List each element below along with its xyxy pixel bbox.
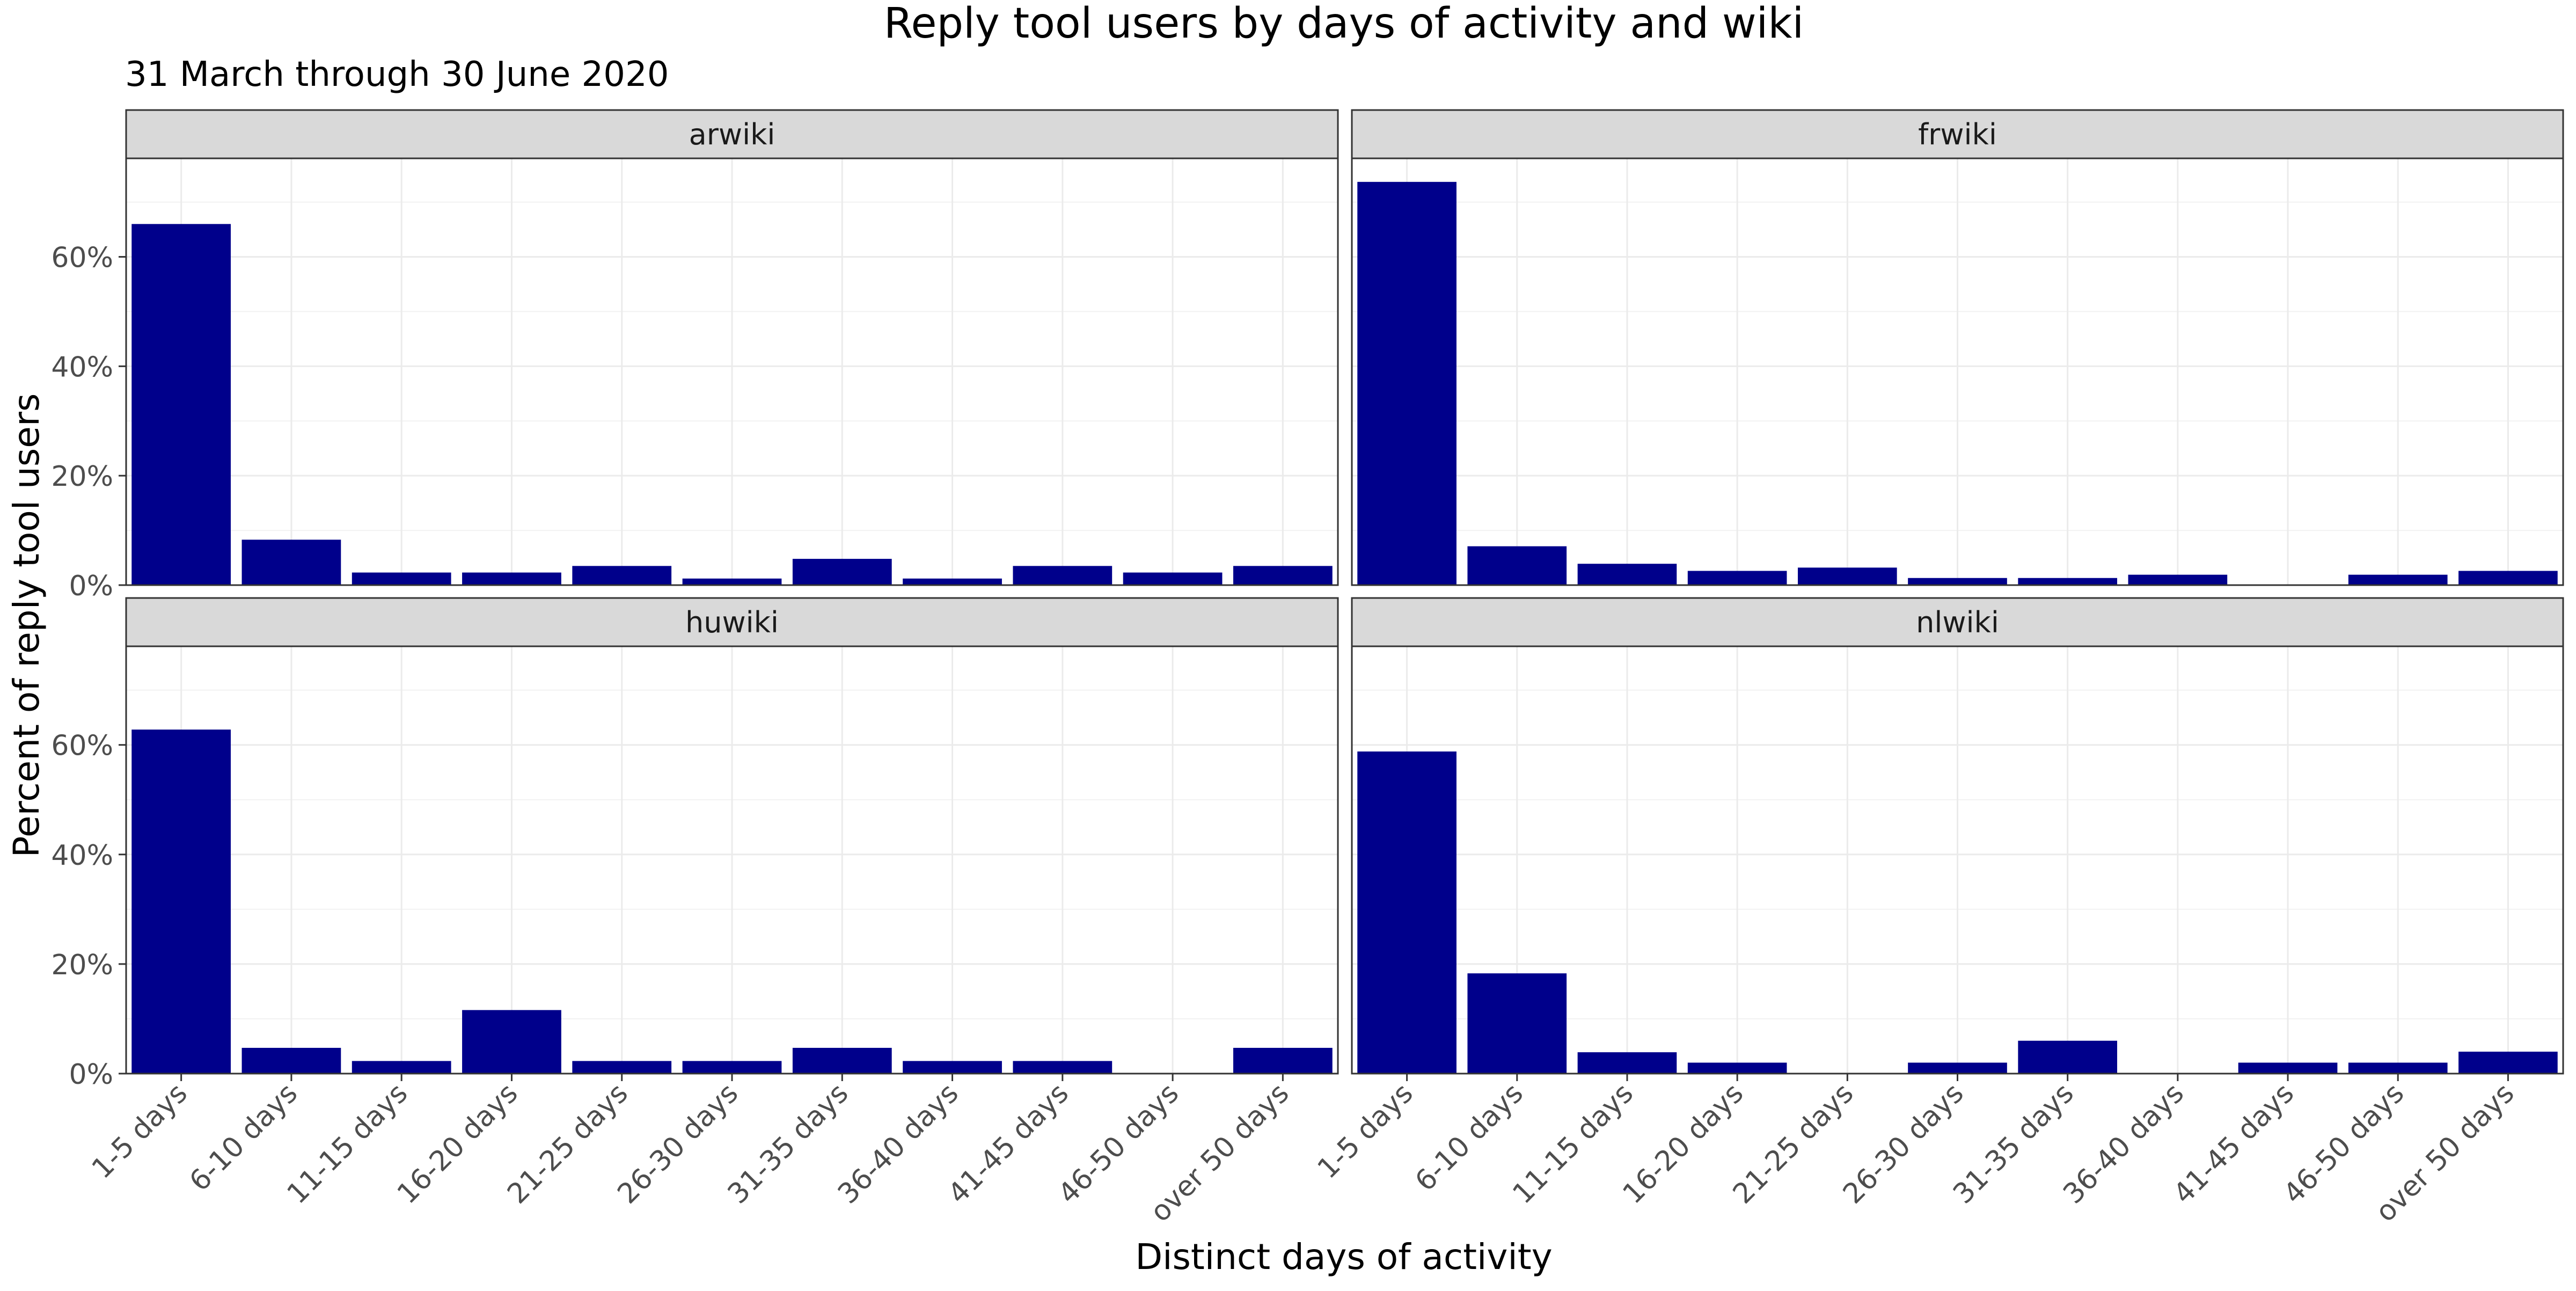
bar-arwiki-46-50-days xyxy=(1123,572,1223,585)
bar-nlwiki-46-50-days xyxy=(2348,1062,2448,1074)
bar-arwiki-41-45-days xyxy=(1013,566,1113,585)
y-tick-label: 0% xyxy=(69,570,114,602)
bar-huwiki-6-10-days xyxy=(241,1048,341,1074)
facet-strip-huwiki xyxy=(125,597,1339,647)
bar-frwiki-6-10-days xyxy=(1467,546,1567,585)
bar-arwiki-1-5-days xyxy=(131,224,231,585)
bar-arwiki-11-15-days xyxy=(352,572,451,585)
bar-arwiki-21-25-days xyxy=(572,566,672,585)
panel-border xyxy=(125,157,1339,586)
bar-huwiki-21-25-days xyxy=(572,1061,672,1074)
bar-frwiki-16-20-days xyxy=(1687,571,1787,585)
chart-title: Reply tool users by days of activity and… xyxy=(884,0,1804,48)
bar-frwiki-46-50-days xyxy=(2348,574,2448,585)
y-tick-label: 60% xyxy=(51,730,113,762)
bar-arwiki-over-50-days xyxy=(1233,566,1333,585)
bar-arwiki-16-20-days xyxy=(462,572,561,585)
y-tick-label: 40% xyxy=(51,351,113,383)
facet-label-arwiki: arwiki xyxy=(689,118,775,151)
bar-huwiki-41-45-days xyxy=(1013,1061,1113,1074)
y-tick-label: 0% xyxy=(69,1059,114,1091)
y-tick-label: 40% xyxy=(51,840,113,872)
bar-huwiki-11-15-days xyxy=(352,1061,451,1074)
bar-huwiki-36-40-days xyxy=(903,1061,1002,1074)
bar-frwiki-1-5-days xyxy=(1357,181,1457,586)
bar-arwiki-6-10-days xyxy=(241,539,341,585)
bar-arwiki-26-30-days xyxy=(682,578,782,585)
facet-panel-arwiki: arwiki 0% 20% 40% 60% xyxy=(51,109,1339,602)
bar-huwiki-over-50-days xyxy=(1233,1048,1333,1074)
bar-frwiki-36-40-days xyxy=(2128,574,2228,585)
panels-layer: arwiki 0% 20% 40% 60% frwiki huwiki 0% 20% 40% 60%… xyxy=(51,109,2564,1228)
y-tick-label: 60% xyxy=(51,242,113,274)
panel-border xyxy=(1351,157,2564,586)
bar-nlwiki-26-30-days xyxy=(1908,1062,2007,1074)
facet-panel-frwiki: frwiki xyxy=(1351,109,2564,586)
bar-nlwiki-41-45-days xyxy=(2238,1062,2338,1074)
chart-subtitle: 31 March through 30 June 2020 xyxy=(125,55,669,94)
bar-huwiki-26-30-days xyxy=(682,1061,782,1074)
bar-frwiki-31-35-days xyxy=(2018,578,2118,585)
bar-nlwiki-1-5-days xyxy=(1357,751,1457,1074)
bar-nlwiki-11-15-days xyxy=(1577,1052,1677,1074)
y-axis-label: Percent of reply tool users xyxy=(6,393,47,858)
bar-nlwiki-16-20-days xyxy=(1687,1062,1787,1074)
bar-frwiki-21-25-days xyxy=(1797,567,1897,585)
y-tick-label: 20% xyxy=(51,949,113,981)
bar-huwiki-1-5-days xyxy=(131,730,231,1074)
facet-label-huwiki: huwiki xyxy=(685,606,779,639)
facet-strip-arwiki xyxy=(125,109,1339,159)
bar-arwiki-36-40-days xyxy=(903,578,1002,585)
bar-frwiki-over-50-days xyxy=(2458,571,2558,585)
bar-arwiki-31-35-days xyxy=(792,559,892,585)
bar-nlwiki-31-35-days xyxy=(2018,1040,2118,1074)
bar-huwiki-16-20-days xyxy=(462,1010,561,1074)
bar-nlwiki-over-50-days xyxy=(2458,1052,2558,1074)
bar-huwiki-31-35-days xyxy=(792,1048,892,1074)
facet-label-nlwiki: nlwiki xyxy=(1916,606,1999,639)
y-tick-label: 20% xyxy=(51,461,113,493)
bar-nlwiki-6-10-days xyxy=(1467,973,1567,1074)
bar-frwiki-26-30-days xyxy=(1908,578,2007,585)
facet-label-frwiki: frwiki xyxy=(1918,118,1997,151)
x-axis-label: Distinct days of activity xyxy=(1135,1236,1552,1278)
bar-frwiki-11-15-days xyxy=(1577,564,1677,585)
